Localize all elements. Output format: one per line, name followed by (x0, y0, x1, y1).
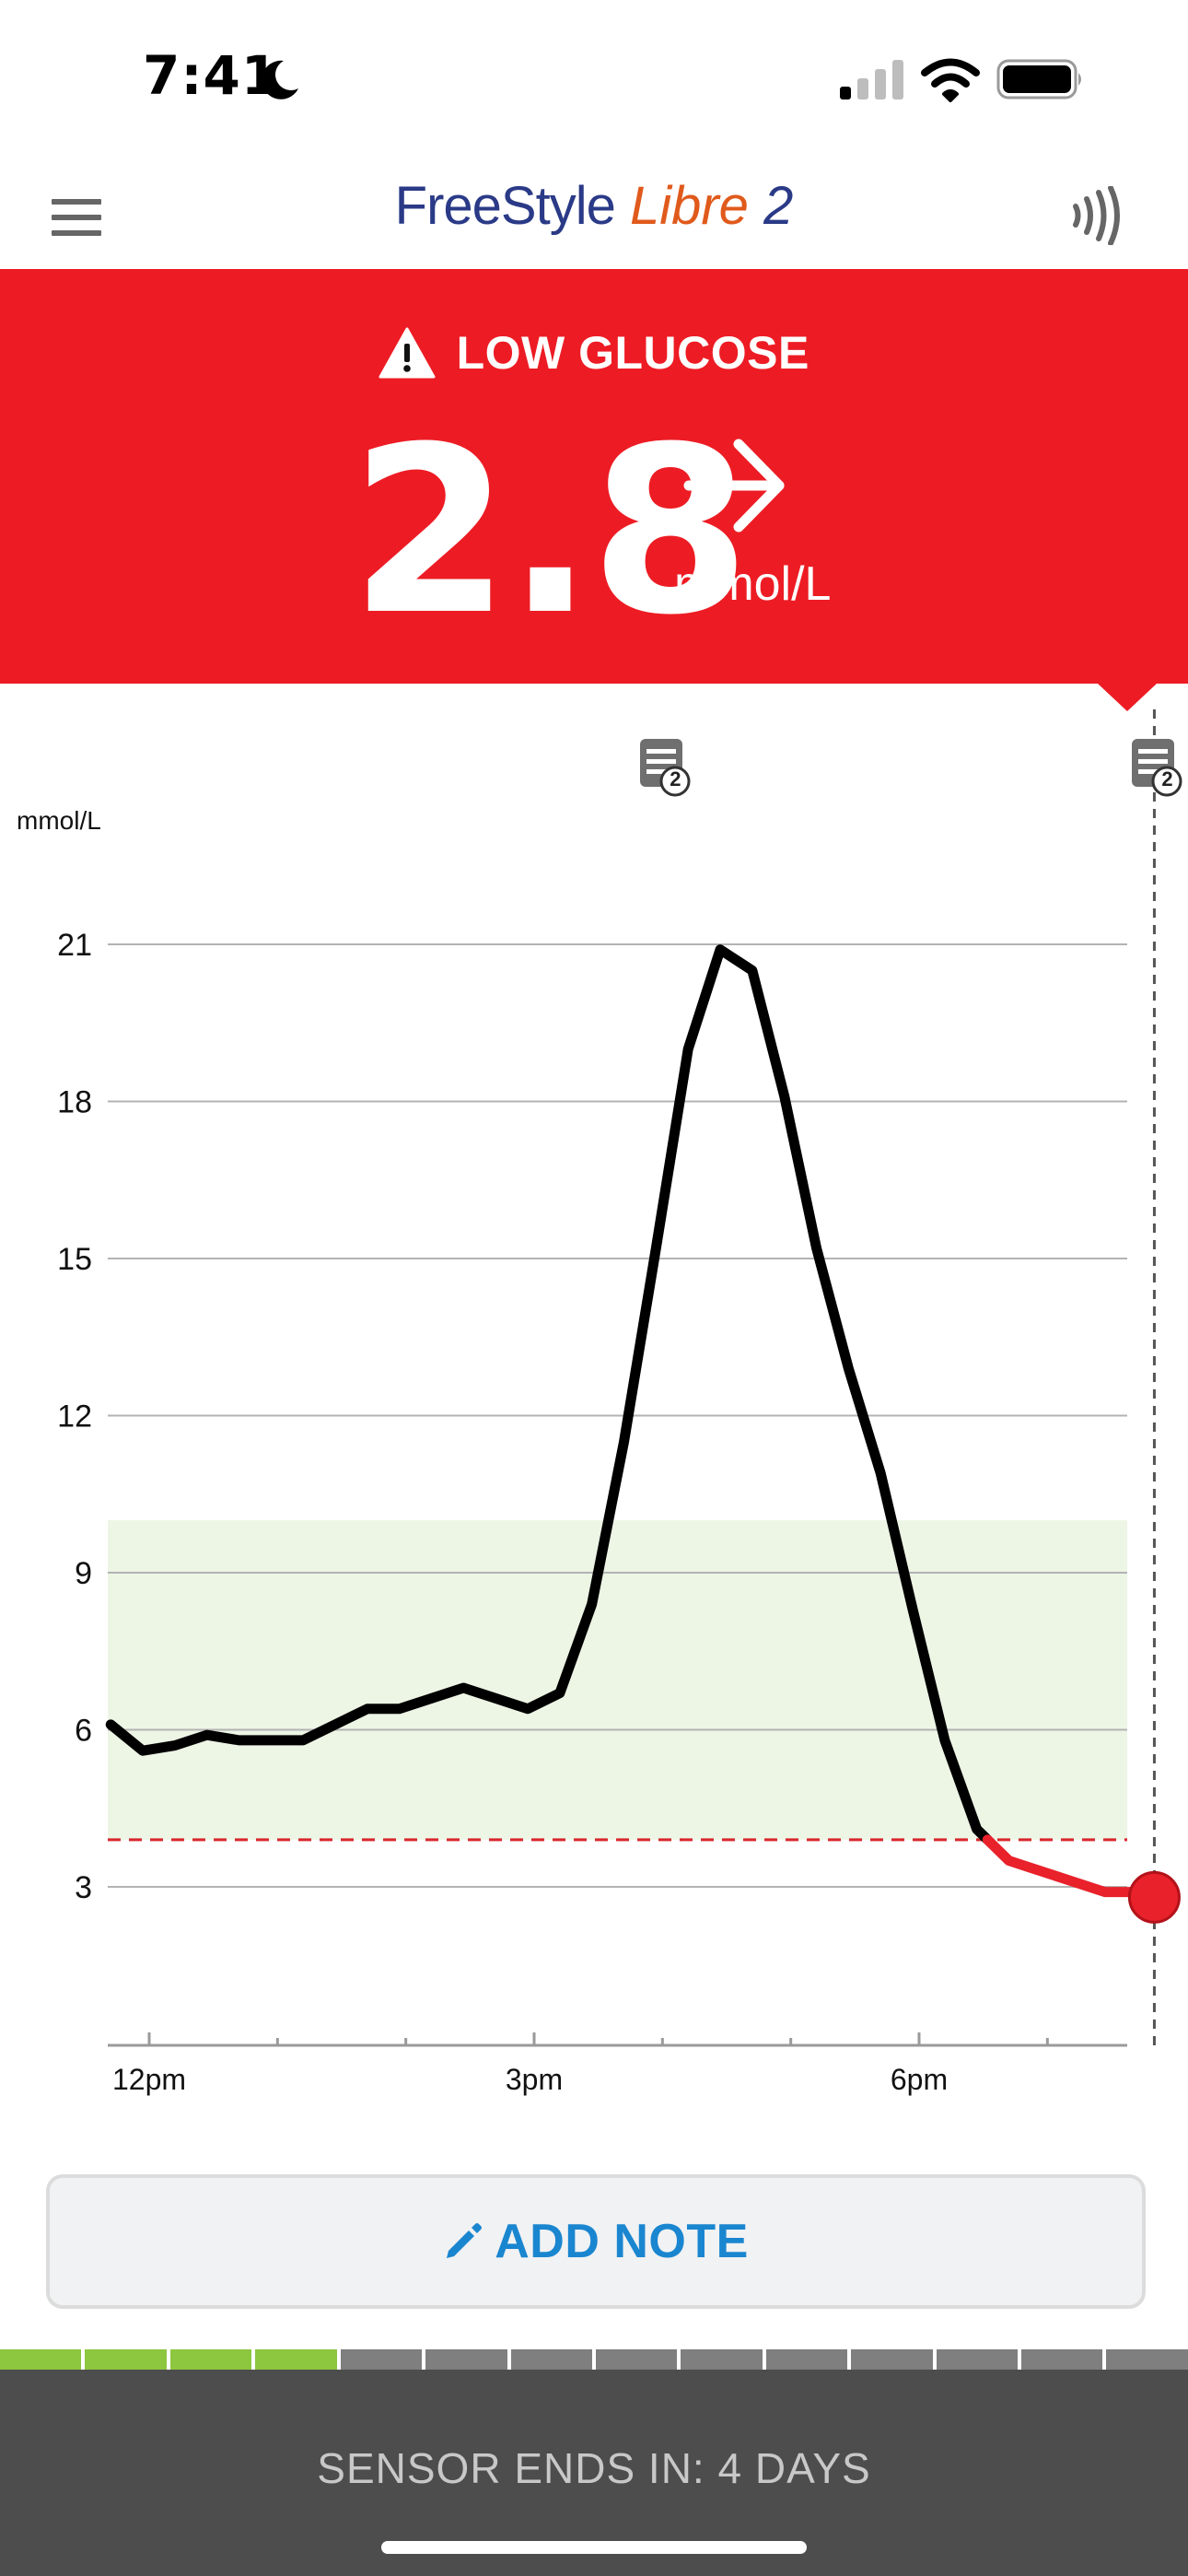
y-tick-label-6: 6 (75, 1714, 92, 1749)
cellular-signal-icon (840, 60, 903, 100)
y-tick-label-9: 9 (75, 1556, 92, 1591)
sensor-day-segment (1021, 2349, 1103, 2370)
y-tick-label-18: 18 (57, 1085, 92, 1120)
menu-button[interactable] (52, 199, 101, 240)
brand-logo: FreeStyle Libre 2 (0, 175, 1188, 237)
sensor-day-segment (169, 2349, 252, 2370)
add-note-button[interactable]: ADD NOTE (46, 2174, 1146, 2309)
y-tick-label-15: 15 (57, 1242, 92, 1277)
low-glucose-alert: LOW GLUCOSE 2.8 mmol/L (0, 269, 1188, 684)
sensor-footer: SENSOR ENDS IN: 4 DAYS (0, 2370, 1188, 2576)
y-tick-label-12: 12 (57, 1399, 92, 1434)
note-marker-icon[interactable]: 2 (636, 735, 692, 800)
app-header: FreeStyle Libre 2 (0, 157, 1188, 269)
alert-title-row: LOW GLUCOSE (0, 326, 1188, 380)
target-range-band (108, 1520, 1127, 1840)
home-indicator[interactable] (381, 2541, 807, 2554)
sensor-day-segment (765, 2349, 848, 2370)
note-count: 2 (1161, 767, 1173, 790)
glucose-unit: mmol/L (674, 557, 832, 611)
glucose-chart: mmol/L 21 18 15 12 9 6 3 12pm 3pm 6pm 2 2 (0, 684, 1188, 2102)
y-tick-label-21: 21 (57, 928, 92, 963)
sensor-day-segment (595, 2349, 678, 2370)
status-time: 7:41 (143, 44, 280, 107)
sensor-life-progress (0, 2349, 1188, 2370)
add-note-label: ADD NOTE (495, 2215, 749, 2268)
x-tick-label-6pm: 6pm (891, 2063, 948, 2096)
nfc-scan-icon[interactable] (1068, 186, 1133, 245)
battery-icon (996, 59, 1081, 100)
x-tick-label-3pm: 3pm (506, 2063, 563, 2096)
note-marker-icon[interactable]: 2 (1128, 735, 1183, 800)
hamburger-menu-icon (52, 199, 101, 205)
sensor-day-segment (0, 2349, 82, 2370)
current-reading-point (1127, 1870, 1181, 1924)
glucose-line (105, 944, 993, 1845)
sensor-day-segment (681, 2349, 763, 2370)
warning-icon (379, 327, 436, 379)
sensor-day-segment (340, 2349, 423, 2370)
sensor-day-segment (425, 2349, 507, 2370)
sensor-day-segment (936, 2349, 1019, 2370)
wifi-icon (921, 58, 980, 102)
x-tick-label-12pm: 12pm (112, 2063, 186, 2096)
pencil-icon (447, 2223, 483, 2258)
brand-libre: Libre (629, 176, 749, 236)
glucose-value: 2.8 (350, 397, 751, 665)
sensor-day-segment (851, 2349, 933, 2370)
glucose-chart-svg: mmol/L 21 18 15 12 9 6 3 12pm 3pm 6pm (17, 709, 1181, 2096)
note-count: 2 (670, 767, 681, 790)
brand-freestyle: FreeStyle (394, 176, 616, 236)
y-tick-label-3: 3 (75, 1870, 92, 1905)
sensor-day-segment (255, 2349, 337, 2370)
banner-pointer (1098, 684, 1157, 711)
sensor-day-segment (510, 2349, 592, 2370)
sensor-day-segment (85, 2349, 167, 2370)
trend-arrow-right-icon (683, 439, 785, 533)
moon-icon (262, 60, 298, 100)
status-bar: 7:41 (0, 0, 1188, 157)
sensor-day-segment (1106, 2349, 1188, 2370)
alert-title: LOW GLUCOSE (456, 327, 809, 379)
sensor-ends-text: SENSOR ENDS IN: 4 DAYS (317, 2444, 871, 2492)
brand-version: 2 (763, 176, 794, 236)
y-axis-unit-label: mmol/L (17, 806, 101, 835)
glucose-line-low (982, 1834, 1159, 1903)
